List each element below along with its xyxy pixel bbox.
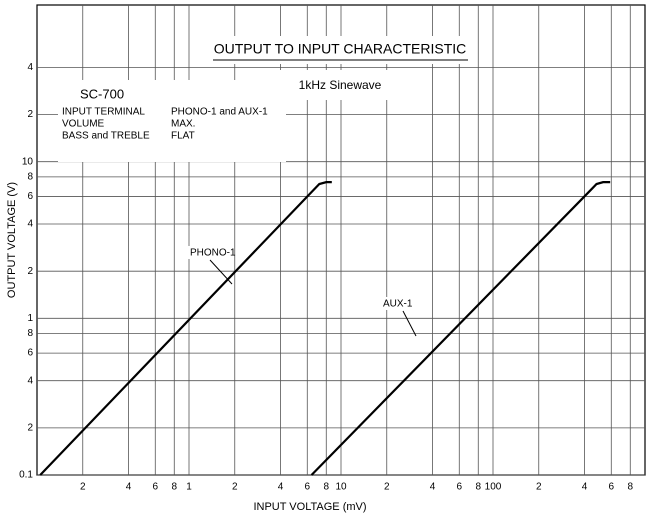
x-tick-label: 1 xyxy=(186,482,192,493)
info-value: MAX. xyxy=(171,119,195,130)
info-value: PHONO-1 and AUX-1 xyxy=(171,107,268,118)
model-name: SC-700 xyxy=(80,86,124,101)
x-tick-label: 2 xyxy=(536,482,542,493)
x-tick-label: 2 xyxy=(232,482,238,493)
x-tick-label: 6 xyxy=(608,482,614,493)
x-tick-label: 6 xyxy=(304,482,310,493)
y-tick-label: 6 xyxy=(27,348,33,359)
x-tick-label: 4 xyxy=(582,482,588,493)
series-label: AUX-1 xyxy=(383,299,413,310)
x-tick-label: 8 xyxy=(627,482,633,493)
info-key: INPUT TERMINAL xyxy=(62,107,145,118)
title-box xyxy=(205,36,475,64)
y-tick-label: 8 xyxy=(27,328,33,339)
x-tick-label: 6 xyxy=(152,482,158,493)
y-axis-label: OUTPUT VOLTAGE (V) xyxy=(6,182,18,298)
y-tick-label: 2 xyxy=(27,422,33,433)
x-tick-label: 8 xyxy=(171,482,177,493)
subtitle-box xyxy=(276,70,400,100)
label-bg xyxy=(188,246,234,259)
series-label: PHONO-1 xyxy=(190,248,236,259)
x-tick-label: 100 xyxy=(485,482,502,493)
info-key: BASS and TREBLE xyxy=(62,131,150,142)
x-tick-label: 6 xyxy=(456,482,462,493)
y-tick-label: 2 xyxy=(27,266,33,277)
chart-title: OUTPUT TO INPUT CHARACTERISTIC xyxy=(214,41,467,57)
y-tick-label: 1 xyxy=(27,313,33,324)
x-tick-label: 2 xyxy=(384,482,390,493)
x-axis-label: INPUT VOLTAGE (mV) xyxy=(253,501,366,513)
info-value: FLAT xyxy=(171,131,195,142)
data-line xyxy=(310,181,611,476)
y-tick-label: 10 xyxy=(22,156,34,167)
y-tick-label: 4 xyxy=(27,62,33,73)
label-bg xyxy=(381,297,415,310)
y-tick-label: 4 xyxy=(27,219,33,230)
y-tick-label: 2 xyxy=(27,109,33,120)
data-line xyxy=(39,181,332,476)
x-tick-label: 4 xyxy=(126,482,132,493)
y-tick-label: 8 xyxy=(27,171,33,182)
leader-line xyxy=(209,259,233,285)
x-tick-label: 4 xyxy=(430,482,436,493)
x-tick-label: 8 xyxy=(323,482,329,493)
info-key: VOLUME xyxy=(62,119,105,130)
y-tick-label: 6 xyxy=(27,191,33,202)
leader-line xyxy=(402,310,417,337)
y-tick-label: 4 xyxy=(27,375,33,386)
chart-subtitle: 1kHz Sinewave xyxy=(299,78,382,92)
x-tick-label: 10 xyxy=(335,482,347,493)
x-tick-label: 4 xyxy=(278,482,284,493)
x-tick-label: 8 xyxy=(475,482,481,493)
x-tick-label: 2 xyxy=(80,482,86,493)
y-tick-label: 0.1 xyxy=(19,470,33,481)
info-box xyxy=(58,80,286,162)
